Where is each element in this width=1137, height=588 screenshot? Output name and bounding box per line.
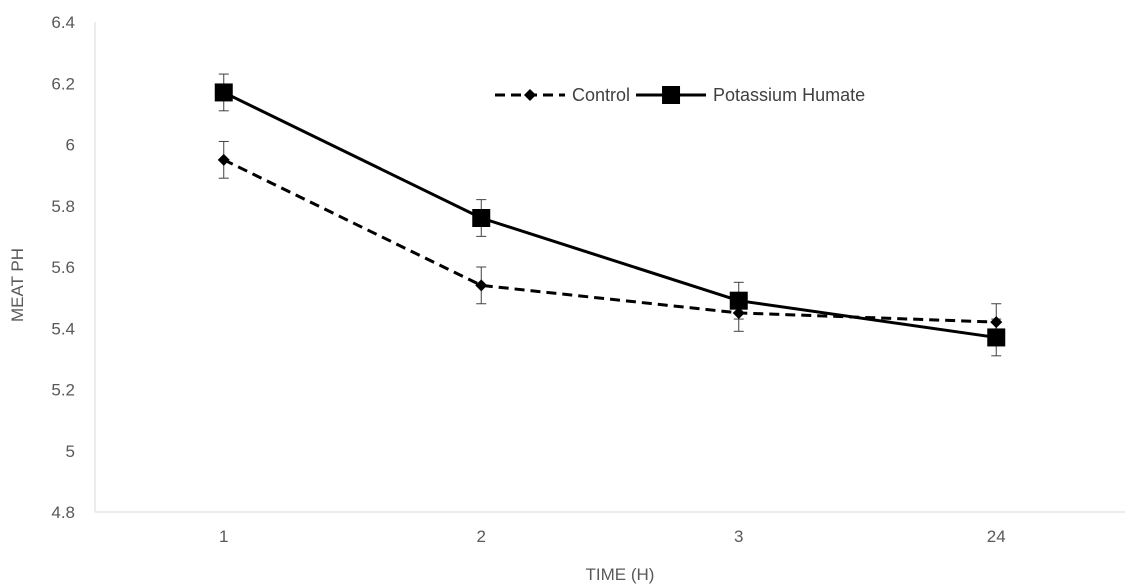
x-tick-label: 2 [477,527,486,546]
y-tick-labels: 4.8 5 5.2 5.4 5.6 5.8 6 6.2 6.4 [51,13,75,522]
y-tick-label: 5.6 [51,258,75,277]
y-tick-label: 5.2 [51,381,75,400]
y-tick-label: 5.4 [51,319,75,338]
potassium-humate-point [729,291,748,310]
control-point [732,306,745,319]
error-bars [218,73,1002,357]
y-tick-label: 6 [66,136,75,155]
y-tick-label: 6.4 [51,13,75,32]
x-axis: TIME (H) [95,511,1125,584]
x-tick-label: 3 [734,527,743,546]
potassium-humate-point [987,328,1006,347]
legend-label-control: Control [572,85,630,105]
y-axis: MEAT PH [8,22,96,512]
potassium-humate-point [472,209,491,227]
legend-item-control: Control [495,85,630,105]
series-markers [214,83,1006,347]
series-lines [223,91,997,339]
y-axis-title: MEAT PH [8,248,27,322]
y-tick-label: 5 [66,442,75,461]
control-point [217,153,230,166]
x-tick-labels: 1 2 3 24 [219,527,1006,546]
control-series-line [223,158,997,324]
legend-marker-control [524,89,536,101]
x-axis-title: TIME (H) [586,565,655,584]
y-tick-label: 6.2 [51,74,75,93]
legend-marker-potassium-humate [662,86,681,104]
legend-item-potassium-humate: Potassium Humate [636,85,865,105]
x-tick-label: 24 [987,527,1006,546]
control-point [475,279,488,292]
x-tick-label: 1 [219,527,228,546]
control-point [990,316,1003,329]
legend: Control Potassium Humate [495,85,865,105]
potassium-humate-point [214,83,233,102]
potassium-humate-series-line [223,91,997,339]
legend-label-potassium-humate: Potassium Humate [713,85,865,105]
y-tick-label: 4.8 [51,503,75,522]
y-tick-label: 5.8 [51,197,75,216]
